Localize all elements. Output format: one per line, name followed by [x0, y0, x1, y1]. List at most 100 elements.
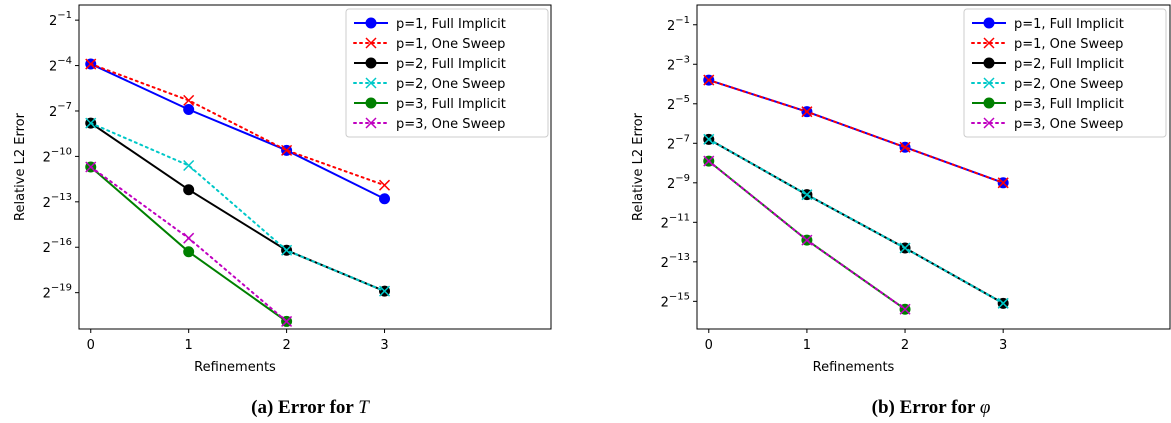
chart-a-legend-label: p=1, Full Implicit	[396, 17, 506, 32]
chart-b-y-tick-label: 2−3	[667, 54, 690, 73]
chart-b-data-point-stroke	[703, 155, 715, 167]
chart-a-legend-marker	[365, 57, 377, 69]
chart-b-x-tick-label: 0	[705, 338, 713, 353]
chart-a-y-axis-label: Relative L2 Error	[13, 112, 28, 221]
chart-b-data-point	[899, 141, 911, 153]
chart-a-x-tick-label: 2	[282, 338, 290, 353]
chart-b-frame	[696, 4, 1171, 330]
chart-b-legend-marker	[983, 57, 995, 69]
chart-a-series-line	[90, 63, 385, 200]
chart-b-y-tick-label: 2−1	[667, 15, 690, 34]
chart-a-y-tick-label: 2−10	[43, 146, 72, 165]
chart-a-x-tick-label: 3	[380, 338, 388, 353]
chart-b-y-tick-label: 2−5	[667, 94, 690, 113]
chart-a-data-point	[183, 159, 195, 172]
chart-b-y-tick-label: 2−11	[661, 212, 690, 231]
chart-a-data-point	[85, 58, 97, 70]
chart-a-legend-marker	[365, 97, 377, 109]
chart-b-legend-marker-stroke	[983, 37, 995, 49]
chart-b-legend-box	[963, 8, 1167, 138]
chart-a-legend-marker	[365, 77, 377, 89]
chart-a: 0 1 2 3 2−1 2−4 2−7 2−10 2−13 2−16 2−19 Refinements…	[13, 4, 552, 418]
chart-b-data-point-stroke	[899, 141, 911, 153]
chart-a-data-point	[183, 232, 195, 244]
chart-b-legend-marker-stroke	[983, 117, 995, 129]
chart-a-series-6	[85, 161, 293, 327]
chart-b-y-tick-label: 2−15	[661, 291, 690, 310]
chart-a-legend-label: p=3, One Sweep	[396, 117, 505, 132]
chart-b-series-1	[703, 74, 1009, 189]
chart-b-y-tick-label: 2−7	[667, 133, 690, 152]
chart-b-legend-label: p=1, Full Implicit	[1014, 17, 1124, 32]
chart-a-y-tick-label: 2−1	[49, 10, 72, 29]
chart-a-x-tick-label: 0	[87, 338, 95, 353]
chart-a-data-point	[183, 103, 195, 115]
chart-a-data-point	[378, 179, 391, 191]
chart-a-data-point	[378, 285, 391, 297]
chart-b-legend-label: p=3, Full Implicit	[1014, 97, 1124, 112]
chart-a-data-point	[85, 117, 97, 129]
chart-b-data-point	[703, 155, 715, 167]
chart-b-legend-marker	[983, 77, 995, 89]
chart-a-x-axis-label: Refinements	[194, 360, 276, 375]
chart-b-series-line	[707, 79, 1005, 184]
chart-a-series-line	[89, 122, 386, 293]
chart-a-series-1	[85, 58, 391, 205]
chart-a-legend-marker-stroke	[365, 37, 377, 49]
chart-b-data-point	[997, 177, 1009, 189]
chart-a-data-point-stroke	[183, 232, 195, 244]
chart-a-data-point-stroke	[183, 94, 195, 106]
chart-a-data-point-stroke	[85, 58, 97, 70]
chart-a-legend-marker-stroke	[365, 117, 377, 129]
chart-a-data-point-stroke	[85, 161, 97, 173]
chart-a-y-tick-label: 2−16	[43, 237, 72, 256]
chart-a-data-point-stroke	[281, 244, 293, 256]
chart-b-legend: p=1, Full Implicit p=1, One Sweep p=2, Ful…	[963, 8, 1167, 138]
chart-a-series-line	[89, 63, 386, 187]
chart-b-series-line	[707, 138, 1005, 305]
chart-b-data-point	[801, 106, 813, 118]
chart-a-x-tick-label: 1	[185, 338, 193, 353]
chart-a-y-tick-label: 2−7	[49, 101, 72, 120]
chart-b-data-point	[997, 297, 1009, 309]
chart-a-data-point	[183, 94, 195, 106]
chart-a-data-point	[183, 184, 195, 196]
chart-b-data-point-stroke	[703, 133, 715, 145]
chart-a-y-tick-label: 2−4	[49, 56, 72, 75]
chart-a-legend-label: p=3, Full Implicit	[396, 97, 506, 112]
chart-b-series-4	[703, 133, 1009, 309]
chart-a-legend: p=1, Full Implicit p=1, One Sweep p=2, Ful…	[345, 8, 549, 138]
chart-a-legend-marker	[365, 117, 377, 129]
chart-a-data-point-stroke	[85, 117, 97, 129]
chart-b-x-axis-label: Refinements	[813, 360, 895, 375]
chart-b-y-tick-label: 2−13	[661, 252, 690, 271]
chart-a-data-point-stroke	[281, 315, 293, 327]
chart-a-legend-marker	[365, 17, 377, 29]
chart-b-x-tick-label: 1	[803, 338, 811, 353]
chart-b-legend-label: p=1, One Sweep	[1014, 37, 1123, 52]
chart-b-x-tick-label: 2	[901, 338, 909, 353]
chart-b-data-point	[801, 234, 813, 246]
chart-b-series-6	[703, 155, 911, 315]
chart-b-legend-marker	[983, 37, 995, 49]
chart-a-y-tick-label: 2−13	[43, 192, 72, 211]
chart-b-data-point	[899, 303, 911, 315]
chart-b-data-point-stroke	[703, 74, 715, 86]
chart-a-data-point	[85, 161, 97, 173]
chart-a-data-point-stroke	[378, 179, 391, 191]
chart-a-series-3	[85, 117, 391, 297]
chart-a-data-point	[379, 193, 391, 205]
chart-a-data-point	[281, 315, 293, 327]
chart-b-legend-marker-stroke	[983, 77, 995, 89]
chart-b-legend-label: p=2, Full Implicit	[1014, 57, 1124, 72]
chart-a-legend-marker-stroke	[365, 77, 377, 89]
chart-a-data-point-stroke	[281, 144, 293, 156]
chart-a-legend-marker	[365, 37, 377, 49]
chart-b-data-point-stroke	[801, 106, 813, 118]
chart-a-legend-box	[345, 8, 549, 138]
chart-b-data-point-stroke	[801, 189, 813, 201]
chart-b-y-tick-label: 2−9	[667, 173, 690, 192]
chart-b-data-point	[899, 242, 911, 254]
chart-b-data-point	[801, 189, 813, 201]
